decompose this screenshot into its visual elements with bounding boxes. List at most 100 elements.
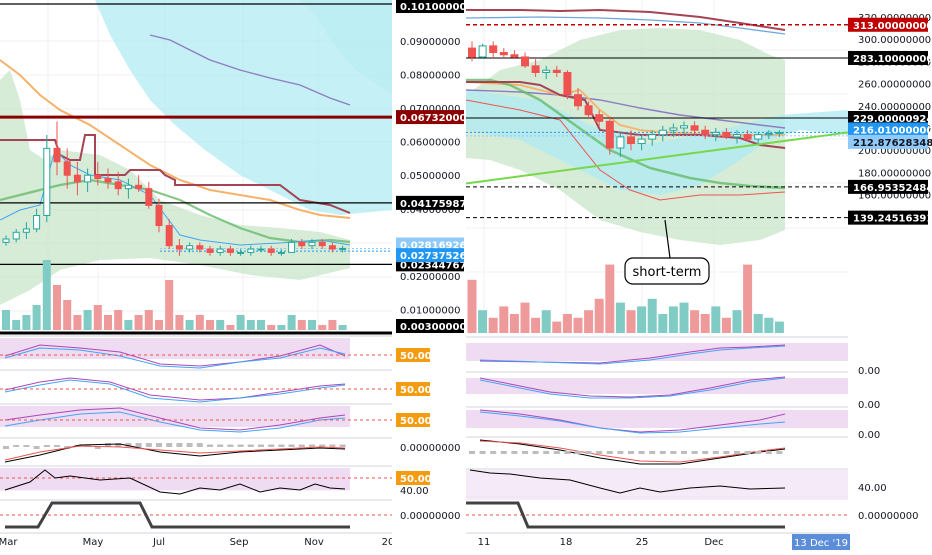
price-level-tag[interactable] (848, 210, 928, 225)
candle-body[interactable] (531, 65, 540, 73)
candle-body[interactable] (680, 125, 688, 129)
candle-body[interactable] (318, 241, 326, 247)
annotation-box[interactable] (624, 257, 710, 285)
candle-body[interactable] (186, 245, 194, 250)
candle-body[interactable] (542, 69, 551, 73)
macd-bar (479, 451, 486, 454)
candle-body[interactable] (627, 136, 635, 145)
left-price-axis[interactable]: 0.09000000 0.08000000 0.07000000 0.06000000… (392, 0, 466, 550)
candle-body[interactable] (53, 147, 61, 163)
candle-body[interactable] (33, 215, 41, 230)
last-price-tag[interactable] (396, 248, 464, 263)
candle-body[interactable] (175, 245, 183, 250)
candle-body[interactable] (499, 52, 508, 56)
candle-body[interactable] (584, 105, 593, 116)
candle-body[interactable] (206, 248, 214, 253)
candle-body[interactable] (277, 251, 285, 254)
candle-body[interactable] (563, 72, 572, 96)
candle-body[interactable] (308, 241, 316, 247)
candle-body[interactable] (690, 125, 699, 131)
candle-body[interactable] (552, 69, 561, 73)
right-chart[interactable]: short-term 11 18 25 Dec 13 Dec '19 (465, 8, 932, 550)
candle-body[interactable] (605, 120, 614, 149)
volume-bar (12, 320, 21, 330)
price-level-label: 166.95352484 (853, 183, 932, 194)
candle-body[interactable] (94, 174, 102, 180)
candle-body[interactable] (722, 131, 731, 138)
volume-bar (155, 320, 163, 330)
candle-body[interactable] (135, 184, 143, 190)
candle-body[interactable] (155, 204, 163, 227)
macd-bar (94, 446, 101, 449)
macd-bar (755, 451, 762, 454)
candle-body[interactable] (648, 134, 657, 140)
candle-body[interactable] (616, 136, 625, 149)
price-level-tag[interactable] (396, 195, 464, 210)
candle-body[interactable] (298, 241, 306, 247)
macd-bar (553, 451, 560, 454)
candle-body[interactable] (12, 231, 20, 240)
date-label: 13 Dec '19 (794, 538, 848, 549)
candle-body[interactable] (574, 94, 582, 107)
candle-body[interactable] (257, 248, 265, 251)
candle-body[interactable] (711, 131, 720, 136)
candle-body[interactable] (775, 131, 784, 135)
candle-body[interactable] (267, 248, 275, 253)
candle-body[interactable] (521, 56, 529, 67)
candle-body[interactable] (63, 161, 71, 176)
macd-bar (3, 446, 9, 449)
candle-body[interactable] (124, 184, 132, 190)
indicator-line (479, 377, 786, 399)
candle-body[interactable] (43, 147, 51, 217)
candle-body[interactable] (701, 129, 710, 136)
candle-body[interactable] (754, 134, 763, 140)
candle-body[interactable] (328, 245, 336, 250)
candle-body[interactable] (743, 134, 752, 140)
candle-body[interactable] (216, 248, 224, 253)
right-price-axis[interactable]: 320.00000000300.00000000280.00000000260.… (848, 0, 932, 534)
macd-bar (744, 451, 751, 454)
candle-body[interactable] (165, 225, 173, 247)
candle-body[interactable] (226, 248, 234, 253)
candle-body[interactable] (637, 138, 646, 145)
last-price-tag[interactable] (848, 134, 928, 149)
date-tag[interactable] (792, 534, 850, 550)
candle-body[interactable] (22, 228, 30, 233)
candle-body[interactable] (764, 133, 773, 136)
candle-body[interactable] (658, 129, 667, 136)
candle-body[interactable] (196, 245, 204, 250)
candle-body[interactable] (104, 178, 112, 183)
candle-body[interactable] (733, 134, 741, 138)
last-price-tag[interactable] (396, 237, 464, 252)
indicator-level-label: 0.00000000 (858, 511, 918, 522)
price-level-tag[interactable] (396, 319, 464, 333)
candle-body[interactable] (595, 114, 604, 122)
price-level-tag[interactable] (396, 110, 464, 125)
left-chart[interactable]: Mar May Jul Sep Nov 20 (0, 0, 394, 548)
price-level-tag[interactable] (848, 111, 928, 126)
candle-body[interactable] (468, 47, 476, 58)
candle-body[interactable] (145, 188, 153, 206)
macd-bar (681, 451, 687, 454)
last-price-tag[interactable] (848, 122, 928, 137)
candle-body[interactable] (669, 127, 678, 131)
volume-bar (499, 306, 509, 333)
price-level-tag[interactable] (848, 17, 928, 32)
candle-body[interactable] (478, 45, 487, 58)
candle-body[interactable] (84, 174, 92, 183)
candle-body[interactable] (2, 238, 10, 243)
support-trendline[interactable] (465, 131, 849, 185)
price-level-tag[interactable] (848, 179, 928, 194)
candle-body[interactable] (114, 181, 122, 190)
candle-body[interactable] (237, 251, 245, 254)
price-level-tag[interactable] (848, 50, 928, 65)
candle-body[interactable] (288, 241, 296, 253)
candle-body[interactable] (339, 247, 347, 250)
candle-body[interactable] (489, 45, 498, 54)
candle-body[interactable] (510, 54, 519, 58)
candle-body[interactable] (247, 248, 255, 253)
indicator-level-tag (396, 348, 430, 362)
price-level-tag[interactable] (396, 0, 464, 13)
candle-body[interactable] (73, 174, 81, 183)
